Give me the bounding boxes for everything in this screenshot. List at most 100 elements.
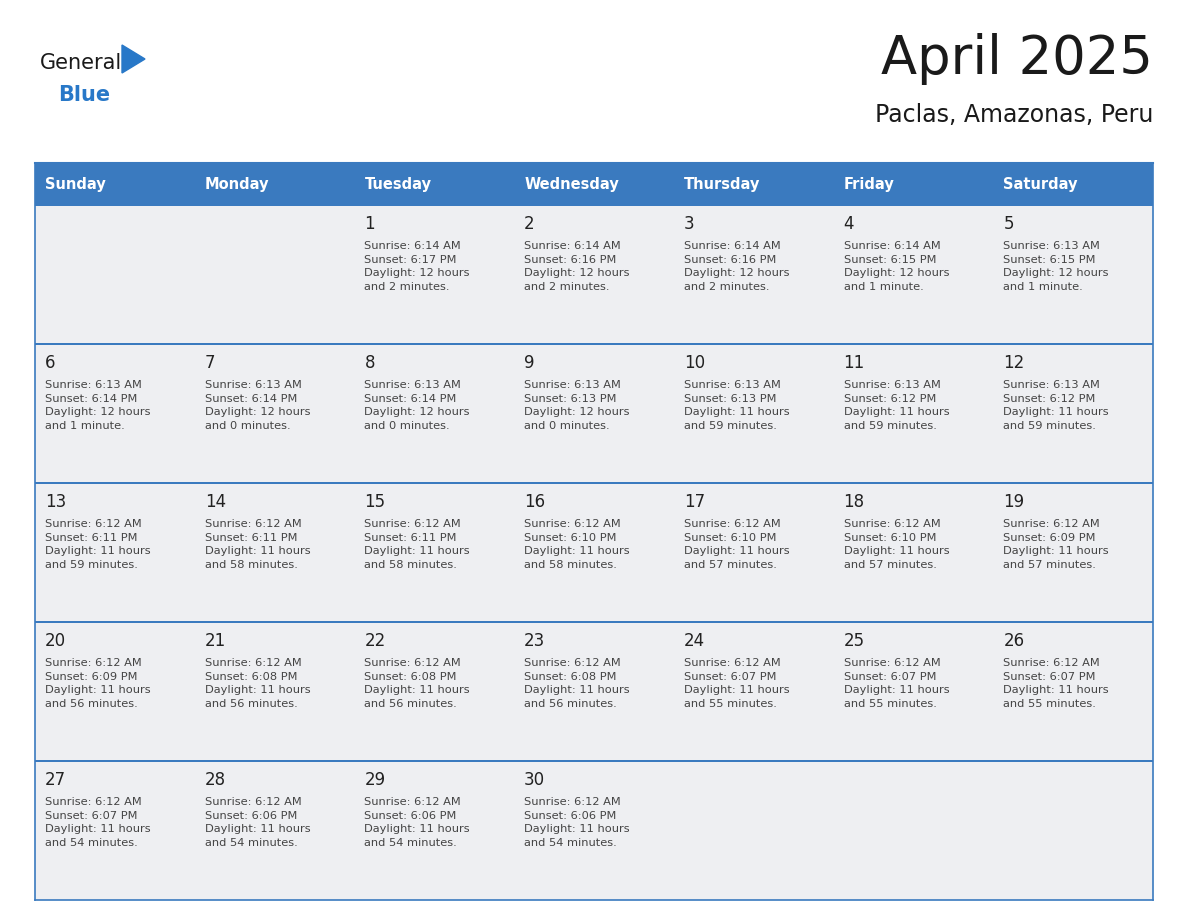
Text: 18: 18 <box>843 493 865 511</box>
Bar <box>514 761 674 900</box>
Text: 21: 21 <box>204 632 226 650</box>
Text: Sunrise: 6:12 AM
Sunset: 6:10 PM
Daylight: 11 hours
and 57 minutes.: Sunrise: 6:12 AM Sunset: 6:10 PM Dayligh… <box>843 519 949 570</box>
Bar <box>195 344 354 483</box>
Text: Sunrise: 6:12 AM
Sunset: 6:06 PM
Daylight: 11 hours
and 54 minutes.: Sunrise: 6:12 AM Sunset: 6:06 PM Dayligh… <box>204 797 310 848</box>
Text: 11: 11 <box>843 354 865 372</box>
Text: Sunrise: 6:12 AM
Sunset: 6:08 PM
Daylight: 11 hours
and 56 minutes.: Sunrise: 6:12 AM Sunset: 6:08 PM Dayligh… <box>365 658 470 709</box>
Text: 29: 29 <box>365 771 386 789</box>
Bar <box>195 163 354 205</box>
Text: Tuesday: Tuesday <box>365 176 431 192</box>
Bar <box>354 344 514 483</box>
Polygon shape <box>122 45 145 73</box>
Text: Sunrise: 6:13 AM
Sunset: 6:12 PM
Daylight: 11 hours
and 59 minutes.: Sunrise: 6:13 AM Sunset: 6:12 PM Dayligh… <box>843 380 949 431</box>
Text: Sunrise: 6:12 AM
Sunset: 6:08 PM
Daylight: 11 hours
and 56 minutes.: Sunrise: 6:12 AM Sunset: 6:08 PM Dayligh… <box>524 658 630 709</box>
Text: 22: 22 <box>365 632 386 650</box>
Text: April 2025: April 2025 <box>881 33 1154 85</box>
Text: Sunrise: 6:13 AM
Sunset: 6:13 PM
Daylight: 12 hours
and 0 minutes.: Sunrise: 6:13 AM Sunset: 6:13 PM Dayligh… <box>524 380 630 431</box>
Bar <box>34 205 195 344</box>
Bar <box>195 622 354 761</box>
Text: 23: 23 <box>524 632 545 650</box>
Text: 27: 27 <box>45 771 67 789</box>
Text: Sunrise: 6:14 AM
Sunset: 6:16 PM
Daylight: 12 hours
and 2 minutes.: Sunrise: 6:14 AM Sunset: 6:16 PM Dayligh… <box>524 241 630 292</box>
Bar <box>834 483 993 622</box>
Text: Sunrise: 6:12 AM
Sunset: 6:06 PM
Daylight: 11 hours
and 54 minutes.: Sunrise: 6:12 AM Sunset: 6:06 PM Dayligh… <box>524 797 630 848</box>
Text: Sunrise: 6:13 AM
Sunset: 6:14 PM
Daylight: 12 hours
and 0 minutes.: Sunrise: 6:13 AM Sunset: 6:14 PM Dayligh… <box>204 380 310 431</box>
Text: 7: 7 <box>204 354 215 372</box>
Text: 4: 4 <box>843 215 854 233</box>
Bar <box>834 622 993 761</box>
Bar <box>674 205 834 344</box>
Text: Sunrise: 6:14 AM
Sunset: 6:15 PM
Daylight: 12 hours
and 1 minute.: Sunrise: 6:14 AM Sunset: 6:15 PM Dayligh… <box>843 241 949 292</box>
Text: Sunrise: 6:12 AM
Sunset: 6:11 PM
Daylight: 11 hours
and 58 minutes.: Sunrise: 6:12 AM Sunset: 6:11 PM Dayligh… <box>365 519 470 570</box>
Text: Thursday: Thursday <box>684 176 760 192</box>
Text: Sunrise: 6:13 AM
Sunset: 6:12 PM
Daylight: 11 hours
and 59 minutes.: Sunrise: 6:13 AM Sunset: 6:12 PM Dayligh… <box>1004 380 1108 431</box>
Text: 25: 25 <box>843 632 865 650</box>
Bar <box>195 205 354 344</box>
Text: 1: 1 <box>365 215 375 233</box>
Text: 15: 15 <box>365 493 386 511</box>
Bar <box>34 344 195 483</box>
Bar <box>674 163 834 205</box>
Bar <box>34 483 195 622</box>
Bar <box>514 205 674 344</box>
Text: Sunrise: 6:12 AM
Sunset: 6:07 PM
Daylight: 11 hours
and 54 minutes.: Sunrise: 6:12 AM Sunset: 6:07 PM Dayligh… <box>45 797 151 848</box>
Bar <box>514 622 674 761</box>
Bar <box>674 483 834 622</box>
Text: Sunrise: 6:12 AM
Sunset: 6:11 PM
Daylight: 11 hours
and 58 minutes.: Sunrise: 6:12 AM Sunset: 6:11 PM Dayligh… <box>204 519 310 570</box>
Text: Friday: Friday <box>843 176 895 192</box>
Bar <box>34 622 195 761</box>
Bar <box>354 163 514 205</box>
Text: 16: 16 <box>524 493 545 511</box>
Bar <box>993 205 1154 344</box>
Text: Sunrise: 6:14 AM
Sunset: 6:16 PM
Daylight: 12 hours
and 2 minutes.: Sunrise: 6:14 AM Sunset: 6:16 PM Dayligh… <box>684 241 789 292</box>
Bar <box>674 761 834 900</box>
Text: 19: 19 <box>1004 493 1024 511</box>
Bar <box>834 163 993 205</box>
Text: Sunrise: 6:12 AM
Sunset: 6:08 PM
Daylight: 11 hours
and 56 minutes.: Sunrise: 6:12 AM Sunset: 6:08 PM Dayligh… <box>204 658 310 709</box>
Text: Sunrise: 6:13 AM
Sunset: 6:13 PM
Daylight: 11 hours
and 59 minutes.: Sunrise: 6:13 AM Sunset: 6:13 PM Dayligh… <box>684 380 790 431</box>
Bar <box>354 205 514 344</box>
Text: 14: 14 <box>204 493 226 511</box>
Text: 26: 26 <box>1004 632 1024 650</box>
Text: Sunrise: 6:12 AM
Sunset: 6:09 PM
Daylight: 11 hours
and 56 minutes.: Sunrise: 6:12 AM Sunset: 6:09 PM Dayligh… <box>45 658 151 709</box>
Text: 24: 24 <box>684 632 704 650</box>
Text: Sunrise: 6:12 AM
Sunset: 6:07 PM
Daylight: 11 hours
and 55 minutes.: Sunrise: 6:12 AM Sunset: 6:07 PM Dayligh… <box>684 658 790 709</box>
Bar <box>354 761 514 900</box>
Text: Sunrise: 6:12 AM
Sunset: 6:06 PM
Daylight: 11 hours
and 54 minutes.: Sunrise: 6:12 AM Sunset: 6:06 PM Dayligh… <box>365 797 470 848</box>
Text: Sunrise: 6:12 AM
Sunset: 6:07 PM
Daylight: 11 hours
and 55 minutes.: Sunrise: 6:12 AM Sunset: 6:07 PM Dayligh… <box>843 658 949 709</box>
Text: Sunrise: 6:12 AM
Sunset: 6:11 PM
Daylight: 11 hours
and 59 minutes.: Sunrise: 6:12 AM Sunset: 6:11 PM Dayligh… <box>45 519 151 570</box>
Bar <box>34 761 195 900</box>
Bar <box>34 163 195 205</box>
Bar <box>514 483 674 622</box>
Text: 6: 6 <box>45 354 56 372</box>
Text: 10: 10 <box>684 354 704 372</box>
Text: 3: 3 <box>684 215 695 233</box>
Bar <box>354 622 514 761</box>
Text: Sunrise: 6:12 AM
Sunset: 6:10 PM
Daylight: 11 hours
and 58 minutes.: Sunrise: 6:12 AM Sunset: 6:10 PM Dayligh… <box>524 519 630 570</box>
Text: Sunrise: 6:12 AM
Sunset: 6:10 PM
Daylight: 11 hours
and 57 minutes.: Sunrise: 6:12 AM Sunset: 6:10 PM Dayligh… <box>684 519 790 570</box>
Text: Sunrise: 6:13 AM
Sunset: 6:14 PM
Daylight: 12 hours
and 1 minute.: Sunrise: 6:13 AM Sunset: 6:14 PM Dayligh… <box>45 380 151 431</box>
Text: Sunrise: 6:13 AM
Sunset: 6:14 PM
Daylight: 12 hours
and 0 minutes.: Sunrise: 6:13 AM Sunset: 6:14 PM Dayligh… <box>365 380 470 431</box>
Text: Sunrise: 6:14 AM
Sunset: 6:17 PM
Daylight: 12 hours
and 2 minutes.: Sunrise: 6:14 AM Sunset: 6:17 PM Dayligh… <box>365 241 470 292</box>
Bar <box>354 483 514 622</box>
Text: Paclas, Amazonas, Peru: Paclas, Amazonas, Peru <box>874 103 1154 127</box>
Bar <box>993 344 1154 483</box>
Bar <box>195 483 354 622</box>
Text: Wednesday: Wednesday <box>524 176 619 192</box>
Text: 30: 30 <box>524 771 545 789</box>
Bar <box>195 761 354 900</box>
Bar <box>834 344 993 483</box>
Text: Sunrise: 6:12 AM
Sunset: 6:09 PM
Daylight: 11 hours
and 57 minutes.: Sunrise: 6:12 AM Sunset: 6:09 PM Dayligh… <box>1004 519 1108 570</box>
Text: 12: 12 <box>1004 354 1024 372</box>
Bar <box>993 163 1154 205</box>
Text: Sunday: Sunday <box>45 176 106 192</box>
Bar <box>674 622 834 761</box>
Text: Blue: Blue <box>58 85 110 105</box>
Text: 5: 5 <box>1004 215 1013 233</box>
Bar <box>834 761 993 900</box>
Bar <box>834 205 993 344</box>
Text: Sunrise: 6:13 AM
Sunset: 6:15 PM
Daylight: 12 hours
and 1 minute.: Sunrise: 6:13 AM Sunset: 6:15 PM Dayligh… <box>1004 241 1108 292</box>
Bar <box>514 344 674 483</box>
Bar <box>993 761 1154 900</box>
Bar <box>993 483 1154 622</box>
